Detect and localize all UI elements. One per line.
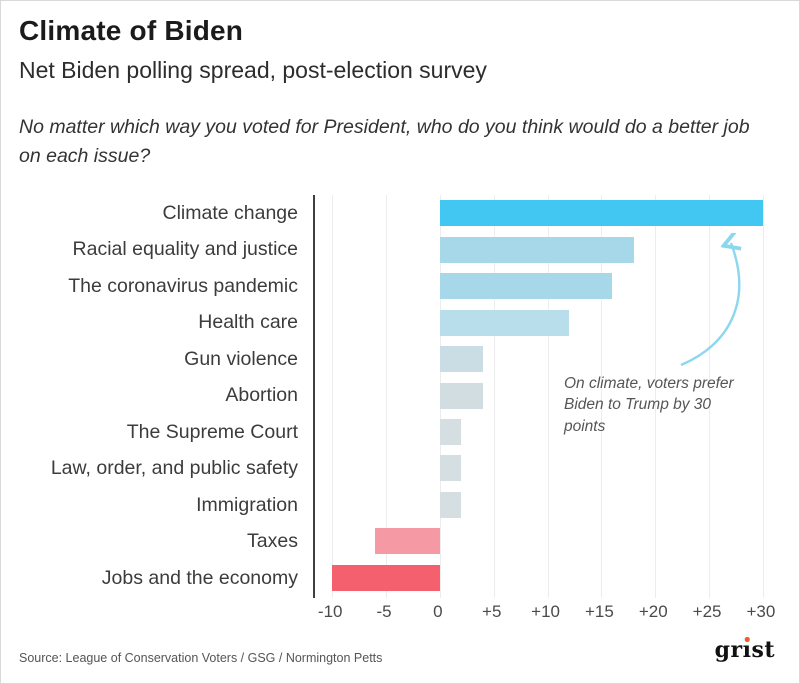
gridline <box>547 195 549 598</box>
x-tick-label: -10 <box>317 602 343 621</box>
x-tick-label: +10 <box>531 602 560 621</box>
logo-i: ı <box>742 637 752 663</box>
x-tick-label: +20 <box>638 602 668 621</box>
x-tick-label: 0 <box>433 602 443 621</box>
bar <box>439 418 462 445</box>
category-label: The coronavirus pandemic <box>68 274 298 297</box>
category-label: Climate change <box>162 202 299 224</box>
x-tick-label: +25 <box>692 602 722 621</box>
gridline <box>601 195 603 598</box>
category-label: Immigration <box>196 493 298 516</box>
chart-annotation: On climate, voters prefer Biden to Trump… <box>564 375 734 435</box>
category-label: Health care <box>198 311 298 334</box>
category-label: Law, order, and public safety <box>50 457 298 480</box>
category-label: Taxes <box>247 530 298 553</box>
bar <box>439 309 570 336</box>
survey-question: No matter which way you voted for Presid… <box>19 116 750 168</box>
gridline <box>493 195 495 598</box>
gridline <box>655 195 657 598</box>
category-label: Abortion <box>225 384 298 407</box>
bar <box>439 273 613 300</box>
bar <box>439 491 462 518</box>
gridline <box>762 195 764 598</box>
x-tick-label: -5 <box>376 602 392 621</box>
logo-dot-icon <box>744 637 750 642</box>
source-text: Source: League of Conservation Voters / … <box>19 651 383 665</box>
bar <box>375 528 440 555</box>
x-tick-label: +30 <box>746 602 776 621</box>
bar <box>439 200 763 227</box>
category-label: Jobs and the economy <box>101 566 298 589</box>
category-label: Racial equality and justice <box>72 238 298 261</box>
bar <box>439 382 483 409</box>
gridline <box>709 195 711 598</box>
x-tick-label: +15 <box>584 602 614 621</box>
grist-logo: grı st <box>714 637 775 663</box>
category-labels: Climate change Racial equality and justic… <box>1 195 306 596</box>
category-label: Gun violence <box>184 347 298 370</box>
gridline <box>386 195 388 598</box>
bar <box>439 236 634 263</box>
x-tick-label: +5 <box>482 602 502 621</box>
chart-title: Climate of Biden <box>19 15 244 46</box>
category-label: The Supreme Court <box>126 420 298 443</box>
x-axis: -10 -5 0 +5 +10 +15 +20 +25 +30 <box>313 602 776 626</box>
chart-subtitle: Net Biden polling spread, post-election … <box>19 57 487 83</box>
bar <box>439 455 462 482</box>
plot-area <box>313 195 778 598</box>
annotation-arrow-icon <box>680 233 761 367</box>
gridline <box>332 195 334 598</box>
bar <box>439 346 483 373</box>
bar <box>332 564 440 591</box>
